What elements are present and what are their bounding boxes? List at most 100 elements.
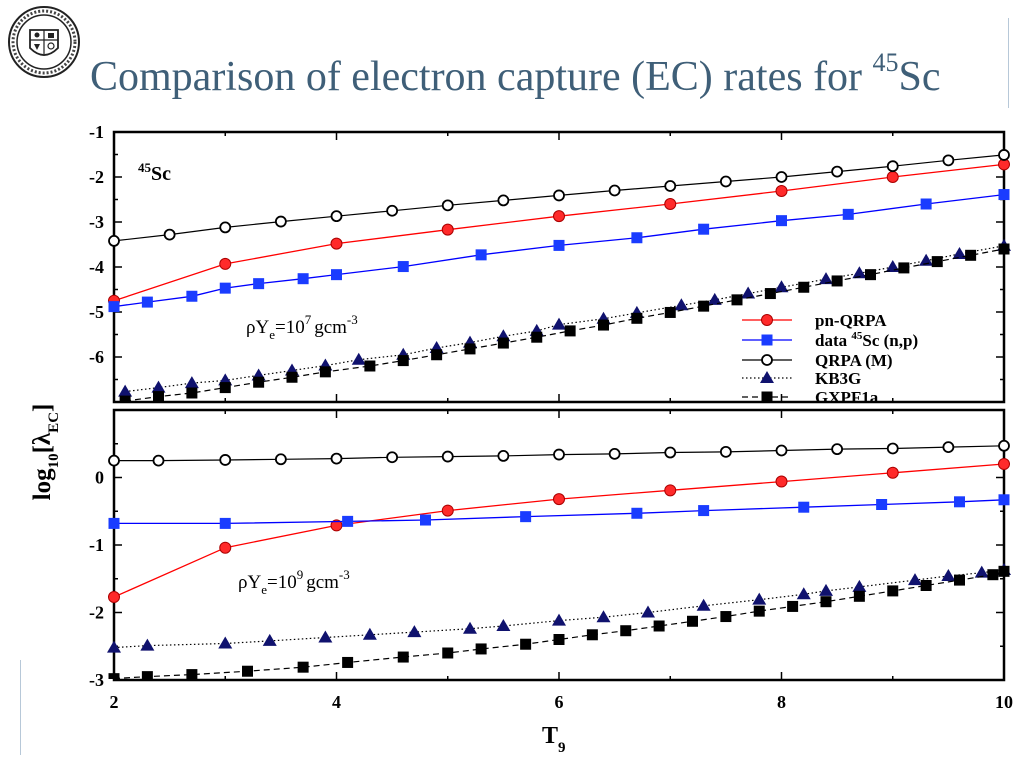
top-y-tick-label: -2 bbox=[89, 167, 104, 187]
bottom-y-tick-label: -3 bbox=[89, 670, 104, 690]
top-panel-nuclide-label: 45Sc bbox=[138, 160, 171, 185]
bottom-point-data-45sc-n-p bbox=[108, 517, 120, 529]
top-point-kb3g bbox=[952, 246, 967, 259]
top-point-qrpa-m bbox=[386, 204, 399, 217]
decorative-rule-right bbox=[1008, 18, 1009, 108]
bottom-point-data-45sc-n-p bbox=[342, 515, 354, 527]
bottom-point-kb3g bbox=[641, 605, 655, 618]
legend-marker-pn-qrpa bbox=[761, 314, 773, 326]
legend-label-qrpa-m: QRPA (M) bbox=[815, 351, 893, 370]
top-point-gxpf1a bbox=[664, 306, 676, 318]
institute-logo bbox=[8, 6, 80, 78]
top-point-qrpa-m bbox=[664, 180, 677, 192]
top-point-kb3g bbox=[707, 292, 722, 305]
top-panel-series bbox=[108, 149, 1011, 401]
bottom-point-pn-qrpa bbox=[330, 519, 343, 532]
top-point-data-45sc-n-p bbox=[475, 249, 487, 261]
top-point-data-45sc-n-p bbox=[331, 269, 342, 281]
bottom-point-qrpa-m bbox=[553, 448, 565, 461]
bottom-point-qrpa-m bbox=[108, 454, 120, 467]
bottom-point-gxpf1a bbox=[475, 643, 487, 655]
bottom-point-qrpa-m bbox=[386, 451, 399, 464]
top-point-data-45sc-n-p bbox=[842, 208, 854, 220]
bottom-point-pn-qrpa bbox=[886, 466, 899, 479]
bottom-point-gxpf1a bbox=[620, 625, 632, 637]
bottom-y-tick-label: 0 bbox=[95, 468, 104, 488]
bottom-point-gxpf1a bbox=[853, 590, 865, 602]
top-point-pn-qrpa bbox=[886, 171, 899, 183]
bottom-x-tick-label: 10 bbox=[995, 692, 1013, 712]
top-point-gxpf1a bbox=[397, 355, 409, 367]
top-point-gxpf1a bbox=[319, 366, 331, 378]
top-series-line-kb3g bbox=[125, 245, 1005, 393]
bottom-point-qrpa-m bbox=[219, 454, 232, 466]
legend-label-kb3g: KB3G bbox=[815, 369, 861, 388]
bottom-point-kb3g bbox=[752, 592, 767, 605]
slide-title-suffix: Sc bbox=[898, 54, 941, 100]
bottom-point-gxpf1a bbox=[998, 565, 1010, 577]
bottom-point-kb3g bbox=[362, 627, 377, 640]
top-point-data-45sc-n-p bbox=[397, 261, 409, 273]
bottom-point-pn-qrpa bbox=[441, 504, 454, 517]
bottom-point-gxpf1a bbox=[520, 638, 532, 650]
bottom-point-kb3g bbox=[552, 613, 566, 626]
top-point-gxpf1a bbox=[731, 294, 743, 306]
top-point-gxpf1a bbox=[564, 325, 576, 337]
bottom-point-gxpf1a bbox=[342, 656, 354, 668]
legend: pn-QRPA data 45Sc (n,p) QRPA (M) KB3G GX… bbox=[742, 311, 918, 407]
legend-marker-gxpf1a bbox=[761, 391, 773, 403]
top-y-tick-label: -6 bbox=[89, 347, 104, 367]
top-point-qrpa-m bbox=[497, 194, 510, 207]
top-point-qrpa-m bbox=[330, 210, 343, 223]
top-point-qrpa-m bbox=[719, 175, 732, 188]
legend-marker-kb3g bbox=[760, 371, 774, 383]
bottom-point-data-45sc-n-p bbox=[420, 514, 431, 526]
bottom-point-gxpf1a bbox=[954, 574, 965, 586]
top-point-pn-qrpa bbox=[664, 198, 677, 210]
bottom-point-gxpf1a bbox=[297, 661, 309, 673]
bottom-point-qrpa-m bbox=[608, 447, 621, 460]
bottom-point-gxpf1a bbox=[141, 671, 153, 679]
bottom-point-kb3g bbox=[107, 640, 121, 653]
bottom-point-data-45sc-n-p bbox=[798, 501, 810, 513]
top-point-qrpa-m bbox=[942, 154, 955, 167]
bottom-point-qrpa-m bbox=[152, 454, 165, 467]
legend-label-gxpf1a: GXPF1a bbox=[815, 388, 879, 407]
bottom-point-kb3g bbox=[796, 587, 811, 600]
top-point-gxpf1a bbox=[698, 300, 710, 312]
bottom-point-gxpf1a bbox=[397, 651, 409, 663]
bottom-point-qrpa-m bbox=[775, 444, 788, 457]
bottom-point-gxpf1a bbox=[920, 580, 932, 591]
top-point-data-45sc-n-p bbox=[998, 189, 1010, 201]
top-point-data-45sc-n-p bbox=[297, 273, 309, 285]
slide-title-text: Comparison of electron capture (EC) rate… bbox=[90, 54, 873, 100]
bottom-point-kb3g bbox=[407, 625, 422, 638]
bottom-point-qrpa-m bbox=[441, 450, 454, 463]
top-point-qrpa-m bbox=[831, 165, 844, 178]
top-point-gxpf1a bbox=[898, 262, 910, 274]
top-point-gxpf1a bbox=[598, 319, 609, 331]
bottom-point-qrpa-m bbox=[886, 442, 899, 455]
top-point-gxpf1a bbox=[631, 312, 643, 324]
top-point-gxpf1a bbox=[364, 360, 376, 372]
top-y-tick-label: -3 bbox=[89, 212, 104, 232]
bottom-point-gxpf1a bbox=[186, 669, 198, 679]
legend-label-data: data 45Sc (n,p) bbox=[815, 330, 918, 350]
bottom-point-kb3g bbox=[908, 573, 922, 586]
top-point-gxpf1a bbox=[497, 337, 509, 349]
y-axis-label: log10[λEC] bbox=[29, 404, 62, 501]
top-point-data-45sc-n-p bbox=[631, 232, 643, 244]
top-point-gxpf1a bbox=[431, 349, 443, 361]
top-point-gxpf1a bbox=[798, 281, 810, 293]
top-point-qrpa-m bbox=[775, 171, 788, 183]
bottom-point-pn-qrpa bbox=[775, 475, 788, 488]
top-point-kb3g bbox=[351, 352, 366, 365]
decorative-rule-left bbox=[20, 660, 21, 755]
top-point-kb3g bbox=[774, 280, 789, 293]
bottom-point-kb3g bbox=[852, 579, 867, 592]
bottom-x-tick-label: 4 bbox=[332, 692, 341, 712]
top-point-data-45sc-n-p bbox=[698, 223, 710, 235]
bottom-point-data-45sc-n-p bbox=[998, 494, 1010, 506]
top-point-pn-qrpa bbox=[219, 257, 232, 270]
